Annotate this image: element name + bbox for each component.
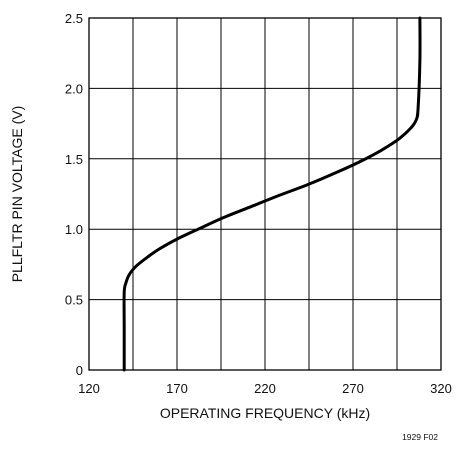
y-tick-label: 2.0 xyxy=(65,81,83,96)
x-tick-label: 120 xyxy=(78,381,100,396)
x-tick-label: 170 xyxy=(166,381,188,396)
x-axis-label: OPERATING FREQUENCY (kHz) xyxy=(160,405,370,421)
x-tick-label: 220 xyxy=(254,381,276,396)
series-line xyxy=(122,16,422,372)
y-tick-label: 1.0 xyxy=(65,222,83,237)
y-tick-label: 0 xyxy=(76,363,83,378)
plot-frame xyxy=(88,17,442,371)
y-tick-label: 0.5 xyxy=(65,293,83,308)
figure-id: 1929 F02 xyxy=(402,432,438,442)
x-tick-label: 320 xyxy=(430,381,452,396)
y-tick-label: 2.5 xyxy=(65,11,83,26)
y-tick-label: 1.5 xyxy=(65,152,83,167)
x-tick-labels: 120 170 220 270 320 xyxy=(78,381,452,396)
grid-lines xyxy=(88,17,442,371)
y-axis-label: PLLFLTR PIN VOLTAGE (V) xyxy=(9,106,25,283)
y-tick-labels: 0 0.5 1.0 1.5 2.0 2.5 xyxy=(65,11,83,378)
x-tick-label: 270 xyxy=(342,381,364,396)
